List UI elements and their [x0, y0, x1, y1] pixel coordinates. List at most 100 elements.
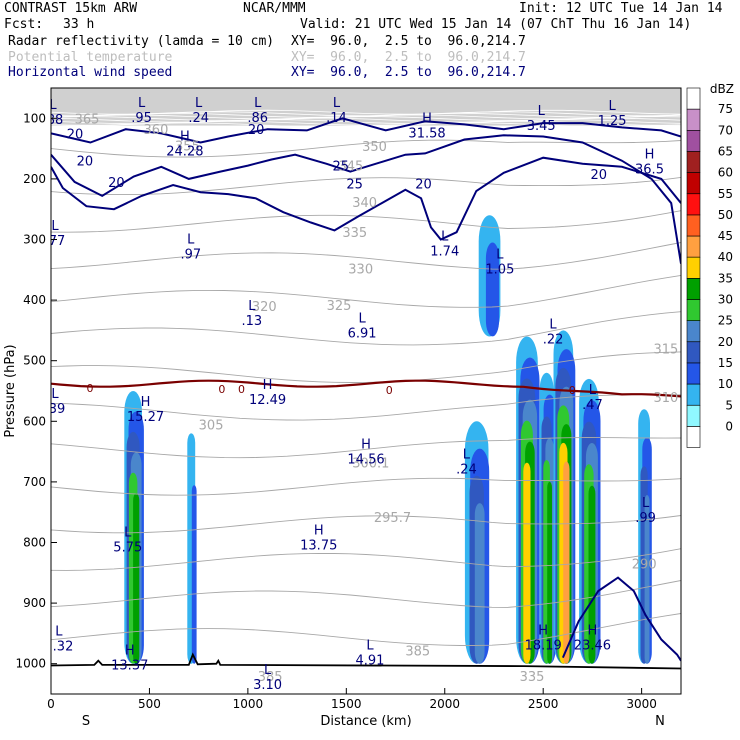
reflectivity-cell: [563, 461, 570, 664]
plot-frame: [50, 87, 682, 695]
terrain-path: [51, 652, 681, 670]
extremum-value: 15.27: [127, 410, 164, 425]
low-marker: L: [366, 639, 374, 654]
low-marker: L: [49, 98, 57, 113]
low-marker: L: [248, 299, 256, 314]
extremum-value: .86: [247, 111, 268, 126]
high-marker: H: [141, 395, 151, 410]
theta-contour-label: 340: [352, 196, 377, 211]
colorbar-swatch: [686, 214, 701, 237]
reflectivity-field: [124, 215, 652, 664]
valid-time: Valid: 21 UTC Wed 15 Jan 14 (07 ChT Thu …: [300, 17, 692, 32]
high-marker: H: [125, 643, 135, 658]
reflectivity-cell: [547, 481, 552, 664]
theta-contour: [51, 242, 681, 270]
theta-contour-label: 290: [632, 558, 657, 573]
forecast-label: Fcst:: [4, 17, 44, 32]
y-tick-label: 900: [23, 596, 46, 610]
theta-contour: [51, 394, 681, 421]
extremum-value: 4.91: [355, 654, 384, 669]
theta-contour-label: 310: [653, 391, 678, 406]
zero-contour-label: 0: [218, 383, 225, 396]
theta-contour: [51, 274, 681, 308]
wind-contour: [51, 134, 681, 264]
extremum-value: 1.25: [598, 114, 627, 129]
north-label: N: [655, 714, 665, 729]
y-tick-label: 300: [23, 233, 46, 247]
theta-contour: [51, 437, 681, 459]
theta-contour: [51, 477, 681, 496]
y-tick-label: 800: [23, 536, 46, 550]
x-tick-label: 0: [47, 697, 55, 711]
extremum-value: .14: [326, 111, 347, 126]
colorbar-swatch: [686, 172, 701, 195]
low-marker: L: [264, 663, 272, 678]
reflectivity-cell: [588, 485, 596, 664]
hl-annotations: L.88L.95L.24L.86L.14 L3.45L1.25H31.58H24.…: [49, 96, 664, 693]
low-marker: L: [51, 387, 59, 402]
colorbar-swatch: [686, 404, 701, 427]
wind-contour: [561, 576, 681, 662]
extremum-value: 6.91: [348, 326, 377, 341]
low-marker: L: [195, 96, 203, 111]
theta-contour-label: 360: [144, 123, 169, 138]
theta-contour-label: 305: [199, 418, 224, 433]
extremum-value: 31.58: [408, 126, 445, 141]
theta-contour-label: 300.1: [352, 457, 389, 472]
colorbar-label: 25: [718, 314, 733, 328]
theta-contour: [51, 176, 681, 196]
theta-contour-label: 295.7: [374, 511, 411, 526]
extremum-value: 13.75: [300, 538, 337, 553]
colorbar-label: 65: [718, 144, 733, 158]
low-marker: L: [124, 525, 132, 540]
theta-contour: [51, 548, 681, 571]
wind-contour: [51, 117, 681, 144]
low-marker: L: [538, 104, 546, 119]
high-marker: H: [263, 378, 273, 393]
low-marker: L: [51, 219, 59, 234]
theta-contour: [51, 515, 681, 534]
extremum-value: 1.05: [485, 263, 514, 278]
extremum-value: .99: [635, 511, 656, 526]
colorbar-label: 55: [718, 187, 733, 201]
field-reflectivity-xy: XY= 96.0, 2.5 to 96.0,214.7: [291, 34, 526, 49]
low-marker: L: [441, 230, 449, 245]
wind-contour-label: 20: [67, 127, 84, 142]
colorbar-swatch: [686, 320, 701, 343]
wind-contour: [51, 156, 681, 241]
theta-contour-label: 350: [362, 140, 387, 155]
reflectivity-cell: [191, 485, 197, 664]
low-marker: L: [549, 317, 557, 332]
extremum-value: 1.74: [430, 245, 459, 260]
y-tick-label: 700: [23, 475, 46, 489]
theta-contour-label: 320: [252, 300, 277, 315]
high-marker: H: [180, 130, 190, 145]
extremum-value: 14.56: [347, 452, 384, 467]
colorbar-label: 50: [718, 208, 733, 222]
field-reflectivity-name: Radar reflectivity (lamda = 10 cm): [8, 34, 275, 49]
extremum-value: 12.49: [249, 393, 286, 408]
low-marker: L: [254, 96, 262, 111]
zero-isotherm: [51, 379, 681, 398]
colorbar-label: 0: [725, 419, 733, 433]
theta-contour: [51, 580, 681, 608]
colorbar-label: 5: [725, 398, 733, 412]
theta-contour-label: 345: [338, 160, 363, 175]
low-marker: L: [358, 311, 366, 326]
colorbar-swatch: [686, 341, 701, 364]
theta-contour: [51, 351, 681, 383]
field-theta-xy: XY= 96.0, 2.5 to 96.0,214.7: [291, 50, 526, 65]
colorbar-swatch: [686, 426, 701, 448]
theta-contour: [51, 613, 681, 646]
colorbar-swatch: [686, 299, 701, 321]
wind-contour-label: 25: [333, 160, 350, 175]
extremum-value: 3.10: [253, 678, 282, 693]
zero-contour-label: 0: [386, 384, 393, 397]
field-theta-name: Potential temperature: [8, 50, 173, 65]
y-tick-label: 400: [23, 293, 46, 307]
extremum-value: 23.46: [574, 638, 611, 653]
extremum-value: .47: [582, 398, 603, 413]
low-marker: L: [187, 233, 195, 248]
colorbar-label: 20: [718, 335, 733, 349]
zero-contour-label: 0: [86, 382, 93, 395]
